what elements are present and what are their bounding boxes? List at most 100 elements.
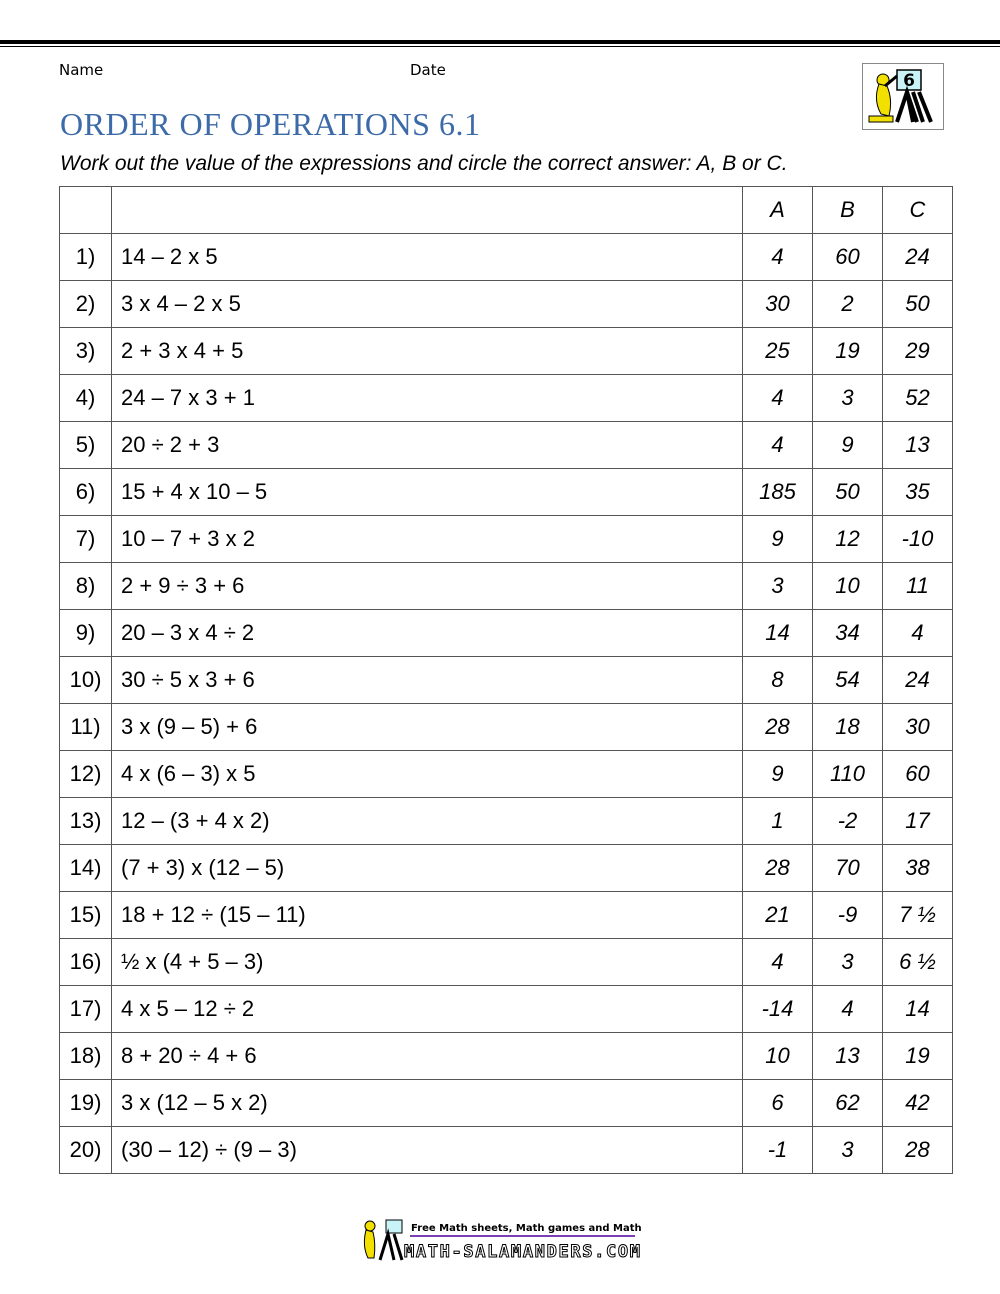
option-b[interactable]: 13 bbox=[812, 1032, 883, 1080]
question-expression: 18 + 12 ÷ (15 – 11) bbox=[111, 891, 743, 939]
option-b[interactable]: 110 bbox=[812, 750, 883, 798]
option-c[interactable]: 6 ½ bbox=[882, 938, 953, 986]
option-c[interactable]: 14 bbox=[882, 985, 953, 1033]
option-b[interactable]: -9 bbox=[812, 891, 883, 939]
question-row: 3) 2 + 3 x 4 + 5 25 19 29 bbox=[59, 327, 953, 375]
question-expression: 15 + 4 x 10 – 5 bbox=[111, 468, 743, 516]
option-b[interactable]: 10 bbox=[812, 562, 883, 610]
question-number: 20) bbox=[59, 1126, 112, 1174]
option-c[interactable]: 19 bbox=[882, 1032, 953, 1080]
question-number: 14) bbox=[59, 844, 112, 892]
question-number: 4) bbox=[59, 374, 112, 422]
option-b[interactable]: 18 bbox=[812, 703, 883, 751]
option-b[interactable]: 62 bbox=[812, 1079, 883, 1127]
question-row: 17) 4 x 5 – 12 ÷ 2 -14 4 14 bbox=[59, 985, 953, 1033]
option-a[interactable]: 25 bbox=[742, 327, 813, 375]
option-b[interactable]: 9 bbox=[812, 421, 883, 469]
option-a[interactable]: 14 bbox=[742, 609, 813, 657]
option-b[interactable]: 19 bbox=[812, 327, 883, 375]
question-expression: 2 + 3 x 4 + 5 bbox=[111, 327, 743, 375]
option-a[interactable]: 3 bbox=[742, 562, 813, 610]
option-c[interactable]: 4 bbox=[882, 609, 953, 657]
date-label: Date bbox=[410, 61, 446, 79]
option-b[interactable]: 4 bbox=[812, 985, 883, 1033]
option-c[interactable]: 11 bbox=[882, 562, 953, 610]
option-b[interactable]: 54 bbox=[812, 656, 883, 704]
footer-site: MATH-SALAMANDERS.COM bbox=[404, 1242, 640, 1262]
question-row: 14) (7 + 3) x (12 – 5) 28 70 38 bbox=[59, 844, 953, 892]
option-c[interactable]: 29 bbox=[882, 327, 953, 375]
option-a[interactable]: 1 bbox=[742, 797, 813, 845]
question-expression: 4 x 5 – 12 ÷ 2 bbox=[111, 985, 743, 1033]
option-c[interactable]: 24 bbox=[882, 656, 953, 704]
question-row: 18) 8 + 20 ÷ 4 + 6 10 13 19 bbox=[59, 1032, 953, 1080]
instructions: Work out the value of the expressions an… bbox=[60, 152, 788, 175]
option-c[interactable]: 35 bbox=[882, 468, 953, 516]
option-a[interactable]: 4 bbox=[742, 938, 813, 986]
option-a[interactable]: 4 bbox=[742, 421, 813, 469]
option-a[interactable]: 21 bbox=[742, 891, 813, 939]
option-c[interactable]: 13 bbox=[882, 421, 953, 469]
option-c[interactable]: 50 bbox=[882, 280, 953, 328]
question-row: 20) (30 – 12) ÷ (9 – 3) -1 3 28 bbox=[59, 1126, 953, 1174]
option-b[interactable]: 60 bbox=[812, 233, 883, 281]
option-a[interactable]: 28 bbox=[742, 844, 813, 892]
option-a[interactable]: 4 bbox=[742, 233, 813, 281]
option-a[interactable]: 9 bbox=[742, 515, 813, 563]
option-a[interactable]: -1 bbox=[742, 1126, 813, 1174]
header-number bbox=[59, 186, 112, 234]
option-b[interactable]: -2 bbox=[812, 797, 883, 845]
question-row: 6) 15 + 4 x 10 – 5 185 50 35 bbox=[59, 468, 953, 516]
question-expression: 8 + 20 ÷ 4 + 6 bbox=[111, 1032, 743, 1080]
question-row: 12) 4 x (6 – 3) x 5 9 110 60 bbox=[59, 750, 953, 798]
option-b[interactable]: 34 bbox=[812, 609, 883, 657]
option-c[interactable]: -10 bbox=[882, 515, 953, 563]
question-expression: 3 x (9 – 5) + 6 bbox=[111, 703, 743, 751]
option-a[interactable]: 185 bbox=[742, 468, 813, 516]
question-number: 19) bbox=[59, 1079, 112, 1127]
option-c[interactable]: 28 bbox=[882, 1126, 953, 1174]
option-a[interactable]: 8 bbox=[742, 656, 813, 704]
option-a[interactable]: 4 bbox=[742, 374, 813, 422]
question-number: 9) bbox=[59, 609, 112, 657]
question-number: 8) bbox=[59, 562, 112, 610]
option-b[interactable]: 2 bbox=[812, 280, 883, 328]
question-row: 5) 20 ÷ 2 + 3 4 9 13 bbox=[59, 421, 953, 469]
question-number: 12) bbox=[59, 750, 112, 798]
option-c[interactable]: 7 ½ bbox=[882, 891, 953, 939]
question-expression: 12 – (3 + 4 x 2) bbox=[111, 797, 743, 845]
header-c: C bbox=[882, 186, 953, 234]
header-a: A bbox=[742, 186, 813, 234]
option-c[interactable]: 17 bbox=[882, 797, 953, 845]
question-number: 5) bbox=[59, 421, 112, 469]
option-c[interactable]: 60 bbox=[882, 750, 953, 798]
question-row: 1) 14 – 2 x 5 4 60 24 bbox=[59, 233, 953, 281]
question-row: 19) 3 x (12 – 5 x 2) 6 62 42 bbox=[59, 1079, 953, 1127]
question-row: 11) 3 x (9 – 5) + 6 28 18 30 bbox=[59, 703, 953, 751]
question-expression: 4 x (6 – 3) x 5 bbox=[111, 750, 743, 798]
option-a[interactable]: 28 bbox=[742, 703, 813, 751]
question-number: 11) bbox=[59, 703, 112, 751]
option-c[interactable]: 24 bbox=[882, 233, 953, 281]
option-a[interactable]: 10 bbox=[742, 1032, 813, 1080]
option-a[interactable]: -14 bbox=[742, 985, 813, 1033]
top-rule bbox=[0, 40, 1000, 44]
footer-logo: Free Math sheets, Math games and Math he… bbox=[358, 1218, 670, 1264]
header-b: B bbox=[812, 186, 883, 234]
option-a[interactable]: 30 bbox=[742, 280, 813, 328]
option-c[interactable]: 52 bbox=[882, 374, 953, 422]
option-b[interactable]: 12 bbox=[812, 515, 883, 563]
option-b[interactable]: 70 bbox=[812, 844, 883, 892]
option-a[interactable]: 6 bbox=[742, 1079, 813, 1127]
option-c[interactable]: 38 bbox=[882, 844, 953, 892]
question-expression: 24 – 7 x 3 + 1 bbox=[111, 374, 743, 422]
option-a[interactable]: 9 bbox=[742, 750, 813, 798]
option-b[interactable]: 3 bbox=[812, 374, 883, 422]
option-b[interactable]: 3 bbox=[812, 1126, 883, 1174]
option-b[interactable]: 50 bbox=[812, 468, 883, 516]
option-c[interactable]: 30 bbox=[882, 703, 953, 751]
option-c[interactable]: 42 bbox=[882, 1079, 953, 1127]
svg-text:6: 6 bbox=[903, 71, 915, 91]
question-expression: (7 + 3) x (12 – 5) bbox=[111, 844, 743, 892]
option-b[interactable]: 3 bbox=[812, 938, 883, 986]
